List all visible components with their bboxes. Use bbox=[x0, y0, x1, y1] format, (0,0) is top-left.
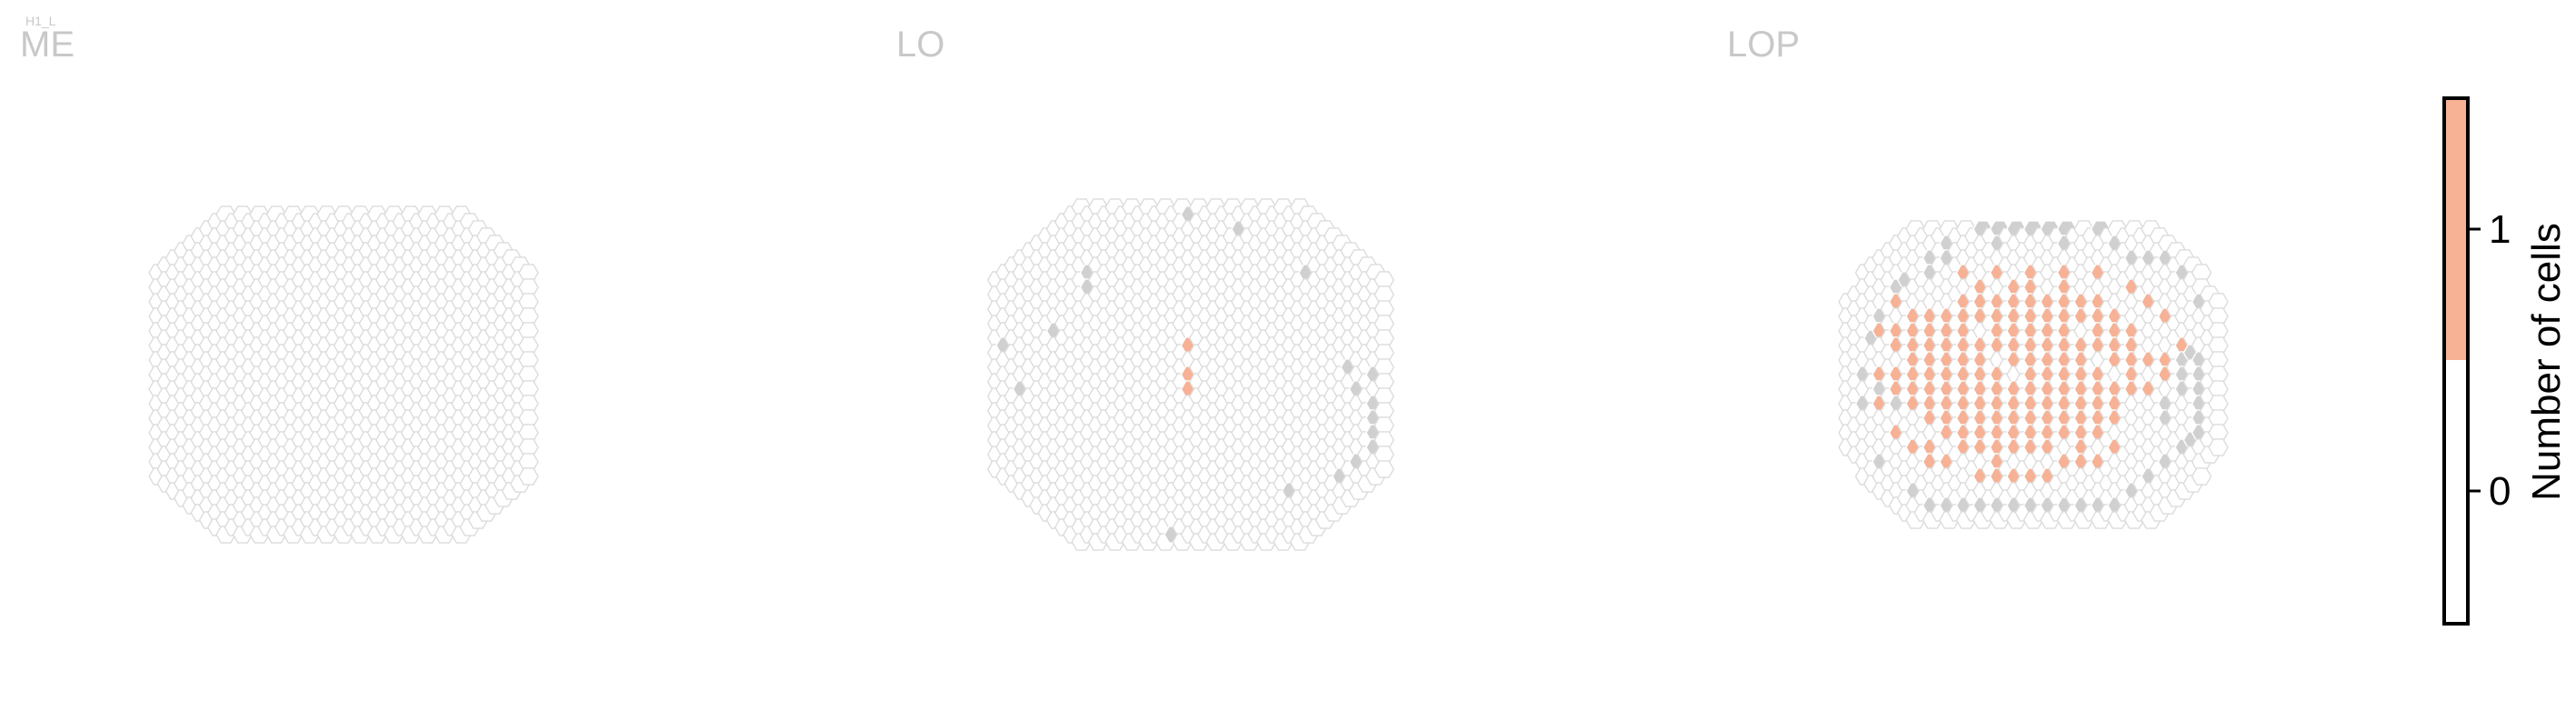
colorbar-one-band bbox=[2444, 98, 2468, 360]
panel-subtitle: H1_L bbox=[25, 14, 56, 28]
hex-grid-lop bbox=[1838, 220, 2229, 529]
panel-lop: LOP bbox=[1727, 25, 2229, 529]
hex-grid-lo bbox=[986, 198, 1395, 551]
panel-title-lo: LO bbox=[896, 25, 944, 65]
hex-cell bbox=[518, 467, 539, 486]
hex-cell bbox=[2191, 467, 2212, 486]
hex-grid-me bbox=[148, 205, 539, 544]
colorbar-label: Number of cells bbox=[2524, 223, 2569, 501]
colorbar-tick-label-1: 1 bbox=[2489, 207, 2511, 252]
panel-lo: LO bbox=[896, 25, 1395, 551]
colorbar: 1 0 Number of cells bbox=[2442, 96, 2569, 626]
hex-cell bbox=[1373, 460, 1395, 478]
panel-me: H1_L ME bbox=[20, 14, 539, 544]
colorbar-frame bbox=[2442, 96, 2470, 626]
panel-title-me: ME bbox=[20, 25, 75, 65]
colorbar-tick-label-0: 0 bbox=[2489, 469, 2511, 514]
panel-title-lop: LOP bbox=[1727, 25, 1800, 65]
colorbar-zero-band bbox=[2444, 360, 2468, 624]
hex-cell bbox=[2208, 438, 2229, 456]
